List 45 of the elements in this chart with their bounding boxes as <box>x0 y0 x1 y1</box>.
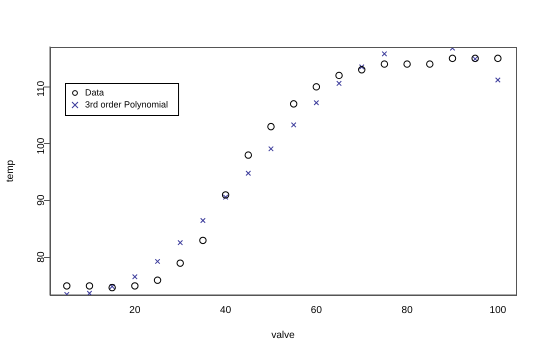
y-tick-label: 90 <box>36 194 47 206</box>
y-tick-label: 100 <box>36 137 47 154</box>
point <box>267 122 275 130</box>
point <box>176 259 184 267</box>
point <box>335 72 343 80</box>
point <box>154 258 160 264</box>
point <box>495 77 501 83</box>
point <box>200 218 206 224</box>
legend-label: 3rd order Polynomial <box>85 99 168 110</box>
y-tick-label: 110 <box>36 80 47 97</box>
point <box>199 236 207 244</box>
point <box>244 151 252 159</box>
x-tick-label: 60 <box>310 304 322 316</box>
point <box>246 170 252 176</box>
point <box>382 51 388 57</box>
x-tick-label: 100 <box>490 304 507 316</box>
point <box>131 282 139 290</box>
point <box>448 54 456 62</box>
point <box>222 191 230 199</box>
point <box>132 274 138 280</box>
x-tick-label: 40 <box>220 304 232 316</box>
point <box>86 282 94 290</box>
point <box>154 276 162 284</box>
x-tick-label: 80 <box>402 304 414 316</box>
point <box>290 122 296 128</box>
y-tick-label: 80 <box>36 251 47 263</box>
point <box>494 54 502 62</box>
point <box>314 100 320 106</box>
point <box>336 80 342 86</box>
point <box>63 282 70 290</box>
point <box>358 64 364 70</box>
point <box>222 194 228 200</box>
x-axis-title: valve <box>271 330 296 341</box>
point <box>380 60 388 68</box>
point <box>177 240 183 246</box>
legend-label: Data <box>85 87 104 98</box>
y-axis-title: temp <box>4 159 16 182</box>
point <box>86 290 92 295</box>
point <box>268 146 274 152</box>
point <box>290 100 298 108</box>
point <box>403 60 411 68</box>
point <box>312 83 320 91</box>
point <box>358 66 366 74</box>
x-tick-label: 20 <box>129 304 141 316</box>
point <box>426 60 434 68</box>
